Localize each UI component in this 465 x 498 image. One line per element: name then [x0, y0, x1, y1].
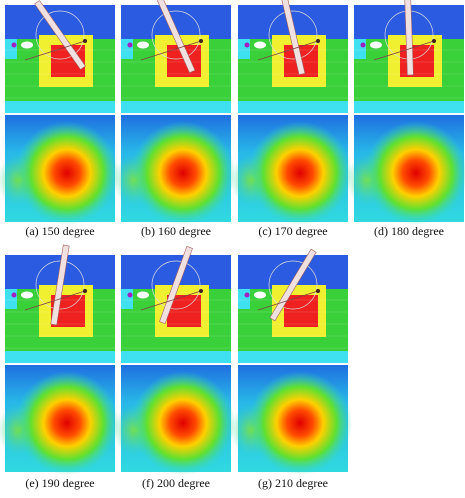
heat-hot — [248, 121, 352, 225]
sim-ball — [245, 293, 250, 298]
sim-ball — [12, 43, 17, 48]
sim-green-left — [121, 289, 133, 309]
panel: (a) 150 degree — [0, 1, 119, 238]
caption: (a) 150 degree — [25, 224, 94, 238]
sim-cloud — [21, 42, 33, 49]
heat-hot — [131, 371, 235, 475]
sim-dot — [83, 39, 87, 43]
caption: (b) 160 degree — [141, 224, 211, 238]
heat-hot — [364, 121, 465, 225]
sim-green-left — [121, 39, 133, 59]
caption: (g) 210 degree — [258, 476, 328, 490]
sim-green-left — [238, 39, 250, 59]
panel: (c) 170 degree — [230, 0, 352, 238]
sim-cloud — [137, 42, 149, 49]
caption: (f) 200 degree — [142, 476, 210, 490]
sim-cloud — [137, 292, 149, 299]
sim-ball — [245, 43, 250, 48]
sim-ball — [128, 293, 133, 298]
sim-cloud — [370, 42, 382, 49]
panel: (g) 210 degree — [230, 249, 352, 490]
sim-ball — [361, 43, 366, 48]
sim-cloud — [254, 42, 266, 49]
sim-green-left — [5, 39, 17, 59]
sim-dot — [83, 289, 87, 293]
sim-dot — [316, 289, 320, 293]
caption: (e) 190 degree — [25, 476, 94, 490]
panel: (b) 160 degree — [113, 0, 235, 238]
sim-ball — [12, 293, 17, 298]
panel: (d) 180 degree — [346, 0, 465, 238]
sim-cloud — [21, 292, 33, 299]
heat-hot — [131, 121, 235, 225]
heat-hot — [15, 121, 119, 225]
sim-green-left — [354, 39, 366, 59]
sim-ball — [128, 43, 133, 48]
sim-green-left — [5, 289, 17, 309]
panel: (f) 200 degree — [113, 246, 235, 490]
sim-cloud — [254, 292, 266, 299]
sim-dot — [199, 289, 203, 293]
sim-dot — [316, 39, 320, 43]
heat-hot — [248, 371, 352, 475]
figure: (a) 150 degree (b) 160 degree (c) 170 degr… — [0, 0, 465, 498]
sim-dot — [199, 39, 203, 43]
caption: (d) 180 degree — [374, 224, 444, 238]
panel: (e) 190 degree — [0, 245, 119, 490]
heat-hot — [15, 371, 119, 475]
sim-green-left — [238, 289, 250, 309]
sim-dot — [432, 39, 436, 43]
caption: (c) 170 degree — [258, 224, 327, 238]
page: {"panels": [ {"caption": "(a) 150 degree… — [0, 0, 465, 498]
